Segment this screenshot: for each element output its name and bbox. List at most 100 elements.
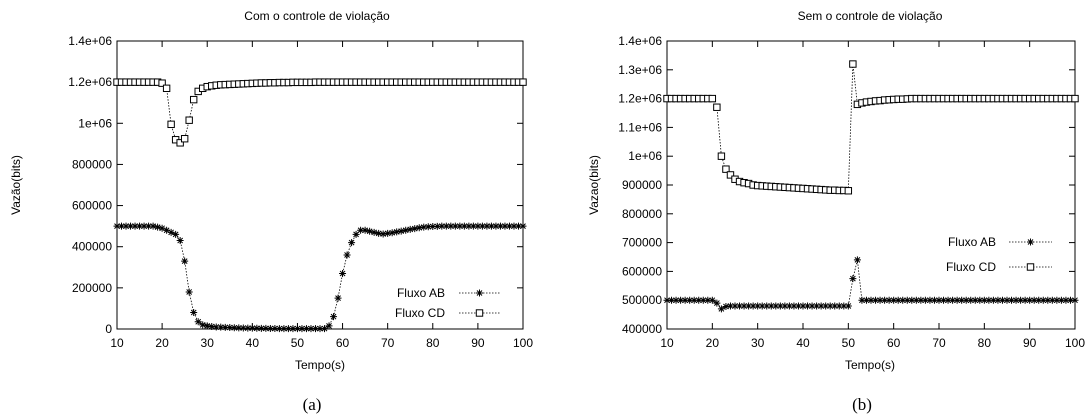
data-point-fluxo-ab — [1021, 296, 1029, 304]
chart-a-legend-label-ab: Fluxo AB — [397, 286, 445, 300]
y-tick-label: 0 — [105, 322, 112, 336]
data-point-fluxo-cd — [726, 171, 735, 179]
data-point-fluxo-ab — [501, 222, 509, 230]
data-point-fluxo-ab — [908, 296, 916, 304]
data-point-fluxo-cd — [158, 79, 166, 87]
data-point-fluxo-ab — [781, 302, 789, 310]
data-point-fluxo-cd — [722, 165, 730, 173]
data-point-fluxo-ab — [465, 222, 473, 230]
data-point-fluxo-ab — [817, 302, 825, 310]
data-point-fluxo-ab — [366, 227, 374, 235]
data-point-fluxo-ab — [722, 303, 730, 311]
data-point-fluxo-ab — [740, 302, 748, 310]
x-tick-label: 70 — [932, 336, 946, 350]
x-tick-label: 80 — [978, 336, 992, 350]
data-point-fluxo-ab — [158, 224, 166, 232]
x-tick-label: 100 — [1065, 336, 1085, 350]
data-point-fluxo-ab — [699, 296, 707, 304]
data-point-fluxo-cd — [519, 78, 527, 86]
data-point-fluxo-ab — [438, 222, 446, 230]
y-tick-label: 1.1e+06 — [618, 120, 662, 134]
data-point-fluxo-ab — [736, 302, 744, 310]
x-tick-label: 40 — [796, 336, 810, 350]
data-point-fluxo-ab — [1008, 296, 1016, 304]
chart-b-x-label: Tempo(s) — [845, 358, 895, 372]
data-point-fluxo-ab — [519, 222, 527, 230]
data-point-fluxo-ab — [930, 296, 938, 304]
x-tick-label: 40 — [246, 336, 260, 350]
data-point-fluxo-cd — [189, 95, 198, 104]
data-point-fluxo-ab — [420, 223, 428, 231]
y-tick-label: 1.4e+06 — [68, 34, 112, 48]
data-point-fluxo-ab — [307, 325, 315, 333]
x-tick-label: 20 — [706, 336, 720, 350]
x-tick-label: 60 — [887, 336, 901, 350]
chart-a-y-label: Vazão(bits) — [9, 155, 23, 215]
series-line-fluxo-cd — [117, 81, 523, 144]
chart-b-x-axis: 10 20 30 40 50 60 70 80 90 100 — [660, 41, 1085, 350]
data-point-fluxo-ab — [478, 222, 486, 230]
data-point-fluxo-ab — [352, 230, 360, 238]
data-point-fluxo-ab — [190, 309, 198, 317]
data-point-fluxo-ab — [393, 228, 401, 236]
data-point-fluxo-ab — [154, 223, 162, 231]
x-tick-label: 70 — [381, 336, 395, 350]
data-point-fluxo-cd — [717, 152, 726, 160]
x-tick-label: 50 — [291, 336, 305, 350]
data-point-fluxo-cd — [167, 120, 175, 129]
data-point-fluxo-ab — [145, 222, 153, 230]
data-point-fluxo-ab — [994, 296, 1002, 304]
data-point-fluxo-ab — [926, 296, 934, 304]
data-point-fluxo-ab — [826, 302, 834, 310]
data-point-fluxo-ab — [379, 230, 387, 238]
data-point-fluxo-cd — [176, 139, 184, 147]
x-tick-label: 20 — [155, 336, 169, 350]
data-point-fluxo-ab — [266, 324, 274, 332]
data-point-fluxo-cd — [844, 187, 853, 195]
chart-b-caption: (b) — [852, 395, 872, 414]
data-point-fluxo-ab — [289, 325, 297, 333]
data-point-fluxo-ab — [514, 222, 522, 230]
chart-b-legend-label-cd: Fluxo CD — [946, 260, 996, 274]
y-tick-label: 700000 — [622, 236, 662, 250]
data-point-fluxo-ab — [451, 222, 459, 230]
chart-a: Com o controle de violação 10 20 30 40 50 60 7… — [9, 9, 533, 414]
data-point-fluxo-cd — [708, 94, 717, 103]
data-point-fluxo-ab — [853, 256, 861, 264]
data-point-fluxo-ab — [474, 222, 482, 230]
data-point-fluxo-ab — [967, 296, 975, 304]
y-tick-label: 1e+06 — [628, 149, 662, 163]
data-point-fluxo-ab — [221, 323, 229, 331]
data-point-fluxo-ab — [1057, 296, 1065, 304]
data-point-fluxo-ab — [971, 296, 979, 304]
data-point-fluxo-ab — [1026, 296, 1034, 304]
data-point-fluxo-ab — [483, 222, 491, 230]
data-point-fluxo-ab — [1071, 296, 1079, 304]
data-point-fluxo-ab — [704, 296, 712, 304]
y-tick-label: 400000 — [622, 322, 662, 336]
data-point-fluxo-ab — [460, 222, 468, 230]
data-point-fluxo-ab — [447, 222, 455, 230]
data-point-fluxo-ab — [302, 325, 310, 333]
data-point-fluxo-ab — [822, 302, 830, 310]
chart-a-legend: Fluxo AB Fluxo CD — [395, 286, 500, 320]
data-point-fluxo-ab — [944, 296, 952, 304]
data-point-fluxo-ab — [799, 302, 807, 310]
data-point-fluxo-ab — [402, 226, 410, 234]
data-point-fluxo-ab — [844, 302, 852, 310]
data-point-fluxo-ab — [113, 222, 121, 230]
data-point-fluxo-ab — [257, 324, 265, 332]
data-point-fluxo-ab — [989, 296, 997, 304]
data-point-fluxo-ab — [804, 302, 812, 310]
data-point-fluxo-ab — [776, 302, 784, 310]
data-point-fluxo-ab — [203, 322, 211, 330]
data-point-fluxo-ab — [717, 305, 725, 313]
data-point-fluxo-ab — [794, 302, 802, 310]
data-point-fluxo-ab — [208, 323, 216, 331]
data-point-fluxo-ab — [1053, 296, 1061, 304]
data-point-fluxo-ab — [424, 223, 432, 231]
data-point-fluxo-ab — [370, 228, 378, 236]
data-point-fluxo-ab — [862, 296, 870, 304]
data-point-fluxo-ab — [118, 222, 126, 230]
data-point-fluxo-ab — [357, 226, 365, 234]
